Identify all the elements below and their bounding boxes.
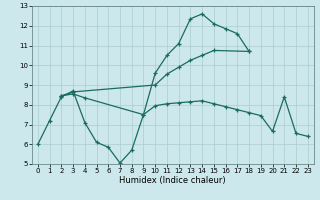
X-axis label: Humidex (Indice chaleur): Humidex (Indice chaleur) — [119, 176, 226, 185]
